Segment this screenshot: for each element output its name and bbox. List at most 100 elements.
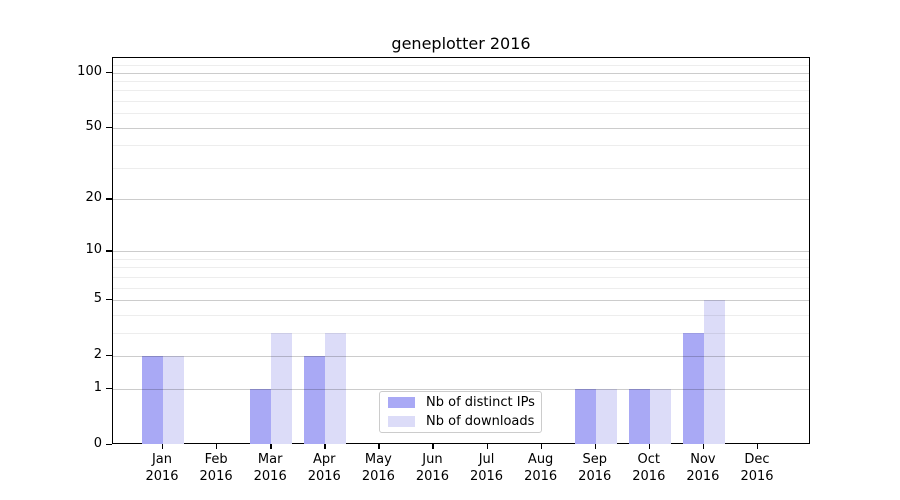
x-tick-label-line: Oct — [637, 452, 661, 467]
x-tick-mark-Jul — [486, 444, 488, 449]
minor-gridline-4 — [113, 314, 809, 316]
y-tick-label-2: 2 — [93, 346, 102, 362]
legend: Nb of distinct IPs Nb of downloads — [379, 391, 542, 433]
chart-title: geneplotter 2016 — [391, 34, 531, 53]
x-tick-label-Feb: Feb 2016 — [186, 451, 246, 485]
y-tick-label-10: 10 — [85, 242, 102, 258]
x-tick-label-line: Dec — [744, 452, 770, 467]
y-tick-label-100: 100 — [77, 63, 102, 79]
x-tick-mark-Sep — [594, 444, 597, 449]
x-tick-label-line: 2016 — [686, 469, 720, 484]
x-tick-label-line: May — [364, 452, 392, 467]
legend-label-downloads: Nb of downloads — [426, 414, 535, 429]
minor-gridline-9 — [113, 258, 809, 260]
bar-downloads-Oct — [649, 388, 671, 445]
minor-gridline-6 — [113, 287, 809, 289]
bar-downloads-Apr — [325, 332, 347, 445]
x-tick-label-line: 2016 — [307, 469, 341, 484]
minor-gridline-90 — [113, 80, 809, 82]
x-tick-label-line: 2016 — [578, 469, 612, 484]
x-tick-label-Dec: Dec 2016 — [727, 451, 787, 485]
y-tick-mark-20 — [106, 198, 112, 200]
y-tick-label-1: 1 — [93, 379, 102, 395]
x-tick-label-line: 2016 — [469, 469, 504, 484]
x-tick-label-line: Jul — [478, 452, 495, 467]
bar-distinct-ips-Sep — [574, 388, 596, 445]
x-tick-label-line: Jun — [422, 452, 443, 467]
major-gridline-5 — [113, 300, 809, 302]
y-tick-label-20: 20 — [85, 190, 102, 206]
x-tick-label-Aug: Aug 2016 — [511, 451, 571, 485]
y-tick-mark-10 — [106, 250, 112, 252]
y-tick-mark-50 — [106, 126, 112, 129]
x-tick-label-line: Feb — [204, 452, 228, 467]
bar-downloads-Mar — [271, 332, 293, 445]
minor-gridline-110 — [113, 64, 809, 66]
minor-gridline-7 — [113, 276, 809, 278]
x-tick-label-line: 2016 — [145, 469, 179, 484]
y-tick-mark-100 — [106, 71, 112, 73]
legend-entry-downloads: Nb of downloads — [388, 414, 535, 429]
x-tick-label-Oct: Oct 2016 — [619, 451, 679, 485]
y-tick-mark-5 — [106, 299, 112, 301]
legend-swatch-distinct-ips — [388, 397, 415, 408]
x-tick-label-line: Mar — [257, 452, 283, 467]
x-tick-label-line: Sep — [582, 452, 607, 467]
minor-gridline-40 — [113, 145, 809, 147]
x-tick-mark-Oct — [648, 444, 651, 449]
minor-gridline-70 — [113, 100, 809, 102]
x-tick-mark-Apr — [324, 444, 326, 449]
x-tick-label-Sep: Sep 2016 — [565, 451, 625, 485]
x-tick-mark-Feb — [216, 444, 218, 449]
x-tick-label-line: 2016 — [415, 469, 449, 484]
major-gridline-100 — [113, 72, 809, 74]
x-tick-label-line: 2016 — [199, 469, 233, 484]
bar-distinct-ips-Nov — [682, 332, 704, 445]
bar-downloads-Nov — [703, 300, 725, 445]
x-tick-label-Apr: Apr 2016 — [294, 451, 354, 485]
major-gridline-2 — [113, 355, 809, 357]
x-tick-label-Mar: Mar 2016 — [240, 451, 300, 485]
minor-gridline-80 — [113, 90, 809, 92]
x-tick-label-line: Nov — [690, 452, 716, 467]
x-tick-label-line: 2016 — [361, 469, 395, 484]
x-tick-label-line: 2016 — [253, 469, 287, 484]
major-gridline-20 — [113, 199, 809, 201]
minor-gridline-30 — [113, 167, 809, 169]
x-tick-mark-Jun — [432, 444, 434, 449]
x-tick-label-line: 2016 — [740, 469, 774, 484]
bar-downloads-Jan — [163, 355, 184, 445]
bar-distinct-ips-Mar — [250, 388, 272, 445]
x-tick-mark-Dec — [756, 444, 759, 449]
major-gridline-1 — [113, 388, 809, 390]
y-tick-mark-0 — [106, 443, 112, 445]
minor-gridline-8 — [113, 267, 809, 269]
x-tick-mark-May — [378, 444, 380, 449]
y-tick-label-0: 0 — [93, 435, 102, 451]
minor-gridline-60 — [113, 113, 809, 115]
x-tick-mark-Jan — [162, 444, 164, 449]
legend-swatch-downloads — [388, 416, 415, 427]
major-gridline-10 — [113, 251, 809, 253]
bars-layer — [113, 58, 809, 445]
plot-area — [112, 57, 810, 445]
x-tick-label-line: 2016 — [632, 469, 666, 484]
x-tick-label-Jun: Jun 2016 — [402, 451, 462, 485]
x-tick-label-Nov: Nov 2016 — [673, 451, 733, 485]
x-tick-label-line: Aug — [527, 452, 554, 467]
legend-label-distinct-ips: Nb of distinct IPs — [426, 395, 535, 410]
x-tick-label-line: Apr — [313, 452, 336, 467]
legend-entry-distinct-ips: Nb of distinct IPs — [388, 395, 535, 410]
x-tick-mark-Mar — [270, 444, 272, 449]
x-tick-label-May: May 2016 — [348, 451, 408, 485]
x-tick-label-Jan: Jan 2016 — [132, 451, 192, 485]
bar-distinct-ips-Apr — [304, 355, 326, 445]
x-tick-mark-Aug — [540, 444, 543, 449]
y-tick-mark-2 — [106, 354, 112, 357]
major-gridline-50 — [113, 127, 809, 129]
x-tick-label-line: 2016 — [524, 469, 558, 484]
y-tick-label-50: 50 — [85, 118, 102, 134]
x-tick-label-line: Jan — [151, 452, 173, 467]
y-tick-mark-1 — [106, 387, 112, 390]
